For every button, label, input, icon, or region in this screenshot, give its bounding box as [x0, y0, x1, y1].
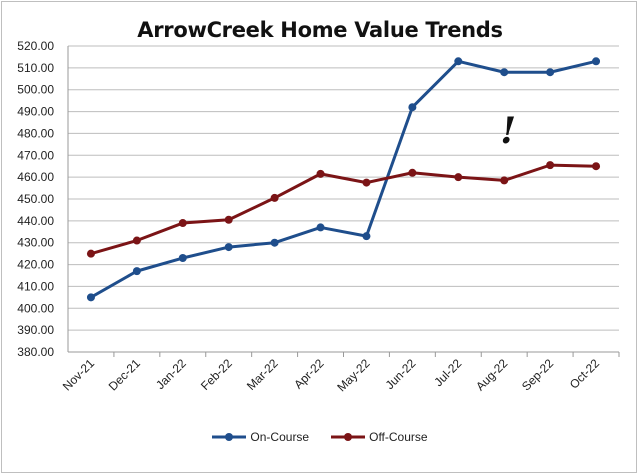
data-point: [408, 103, 417, 112]
data-point: [132, 236, 141, 245]
data-point: [224, 243, 233, 252]
legend: On-Course Off-Course: [0, 430, 640, 444]
x-tick-label: Aug-22: [473, 356, 510, 393]
data-point: [316, 223, 325, 232]
x-tick-label: Sep-22: [519, 356, 556, 393]
chart-title: ArrowCreek Home Value Trends: [137, 18, 503, 42]
data-point: [362, 178, 371, 187]
y-tick-label: 430.00: [17, 236, 54, 250]
x-tick-label: Jul-22: [431, 356, 464, 389]
y-tick-label: 460.00: [17, 170, 54, 184]
x-tick-label: Mar-22: [244, 356, 281, 393]
legend-marker: [331, 433, 366, 441]
data-point: [316, 169, 325, 178]
y-tick-label: 440.00: [17, 214, 54, 228]
x-tick-label: Nov-21: [60, 356, 97, 393]
legend-marker: [212, 433, 247, 441]
data-point: [270, 238, 279, 247]
y-tick-label: 380.00: [17, 345, 54, 359]
y-tick-label: 450.00: [17, 192, 54, 206]
y-tick-label: 490.00: [17, 105, 54, 119]
series-line-off-course: [90, 163, 597, 256]
data-point: [500, 68, 509, 77]
x-tick-label: Dec-21: [106, 356, 143, 393]
x-tick-label: Jan-22: [153, 356, 189, 392]
y-tick-label: 500.00: [17, 83, 54, 97]
data-point: [178, 254, 187, 263]
data-point: [224, 215, 233, 224]
y-tick-label: 390.00: [17, 323, 54, 337]
data-point: [270, 193, 279, 202]
data-point: [132, 267, 141, 276]
data-point: [454, 173, 463, 182]
data-point: [362, 232, 371, 241]
legend-label: Off-Course: [369, 430, 428, 444]
data-point: [546, 68, 555, 77]
legend-item: Off-Course: [331, 430, 428, 444]
x-tick-label: May-22: [334, 356, 372, 394]
y-tick-label: 480.00: [17, 126, 54, 140]
data-point: [86, 249, 95, 258]
x-tick-label: Apr-22: [291, 356, 327, 392]
y-tick-label: 520.00: [17, 39, 54, 53]
x-tick-label: Oct-22: [567, 356, 603, 392]
y-tick-label: 400.00: [17, 301, 54, 315]
data-point: [592, 57, 601, 66]
data-point: [454, 57, 463, 66]
y-tick-label: 470.00: [17, 148, 54, 162]
y-tick-label: 420.00: [17, 258, 54, 272]
data-point: [500, 176, 509, 185]
series-line-on-course: [90, 59, 597, 299]
legend-label: On-Course: [250, 430, 310, 444]
y-tick-label: 410.00: [17, 279, 54, 293]
data-point: [592, 162, 601, 171]
x-tick-label: Jun-22: [383, 356, 419, 392]
data-point: [408, 168, 417, 177]
annotation: !: [500, 110, 516, 152]
legend-item: On-Course: [212, 430, 309, 444]
data-point: [546, 161, 555, 170]
y-tick-label: 510.00: [17, 61, 54, 75]
data-point: [178, 219, 187, 228]
x-tick-label: Feb-22: [198, 356, 235, 393]
data-point: [86, 293, 95, 302]
